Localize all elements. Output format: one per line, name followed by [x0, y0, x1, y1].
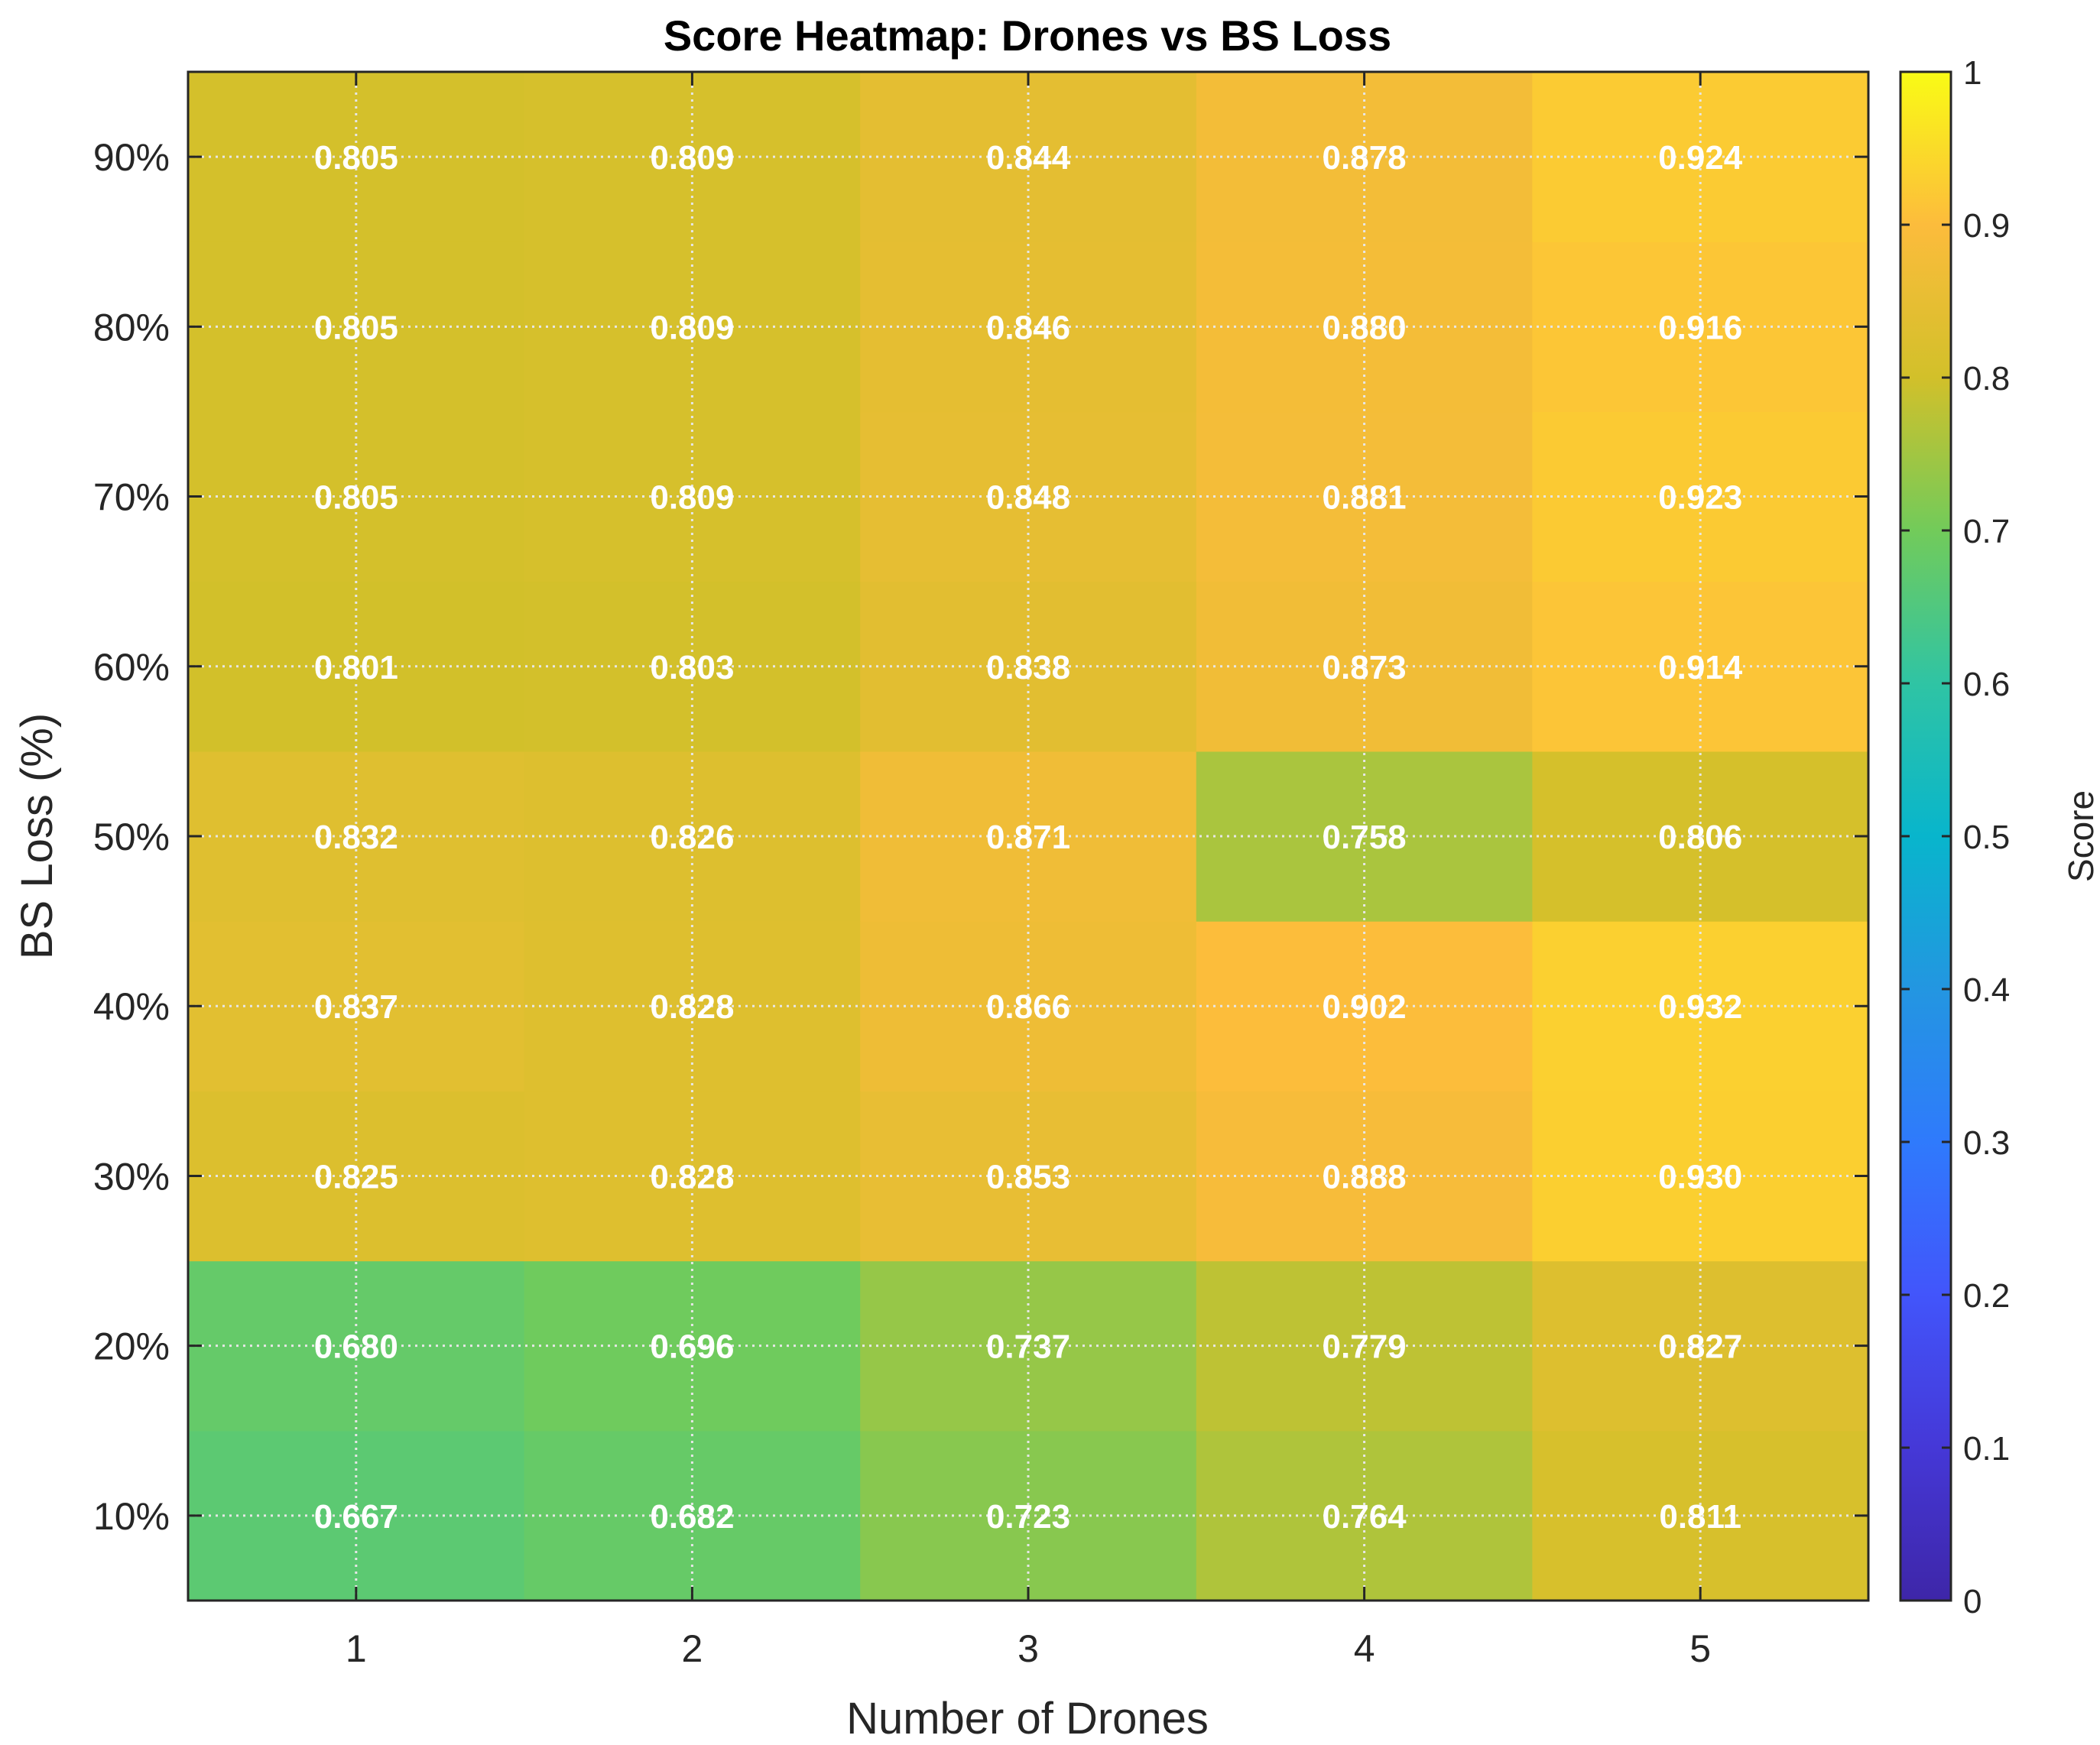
cell-value-label: 0.866 — [986, 988, 1070, 1026]
cell-value-label: 0.696 — [650, 1328, 734, 1366]
cell-value-label: 0.832 — [314, 819, 398, 856]
y-tick-label: 60% — [93, 646, 170, 689]
cell-value-label: 0.871 — [986, 819, 1070, 856]
cell-value-label: 0.902 — [1323, 988, 1407, 1026]
cell-value-label: 0.801 — [314, 649, 398, 686]
cell-value-label: 0.809 — [650, 139, 734, 177]
colorbar-ticks: 0 0.1 0.2 0.3 0.4 0.5 0.6 0.7 0.8 0.9 1 — [1900, 54, 2010, 1620]
y-tick-label: 90% — [93, 136, 170, 179]
cell-value-labels: 0.667 0.682 0.723 0.764 0.811 0.680 0.696 0.737… — [314, 139, 1743, 1536]
cell-value-label: 0.805 — [314, 139, 398, 177]
cell-value-label: 0.916 — [1658, 309, 1742, 346]
colorbar-tick-label: 0 — [1963, 1583, 1982, 1620]
cell-value-label: 0.723 — [986, 1498, 1070, 1536]
cell-value-label: 0.837 — [314, 988, 398, 1026]
cell-value-label: 0.809 — [650, 309, 734, 346]
cell-value-label: 0.844 — [986, 139, 1071, 177]
cell-value-label: 0.758 — [1323, 819, 1407, 856]
cell-value-label: 0.878 — [1323, 139, 1407, 177]
cell-value-label: 0.667 — [314, 1498, 398, 1536]
y-tick-label: 20% — [93, 1325, 170, 1368]
cell-value-label: 0.805 — [314, 309, 398, 346]
cell-value-label: 0.932 — [1658, 988, 1742, 1026]
colorbar-tick-label: 0.3 — [1963, 1124, 2010, 1162]
cell-value-label: 0.680 — [314, 1328, 398, 1366]
y-tick-labels: 10% 20% 30% 40% 50% 60% 70% 80% 90% — [93, 136, 170, 1538]
chart-title: Score Heatmap: Drones vs BS Loss — [664, 11, 1391, 60]
cell-value-label: 0.806 — [1658, 819, 1742, 856]
y-tick-label: 40% — [93, 985, 170, 1028]
colorbar-tick-label: 0.6 — [1963, 666, 2010, 703]
cell-value-label: 0.682 — [650, 1498, 734, 1536]
y-tick-label: 50% — [93, 816, 170, 858]
cell-value-label: 0.803 — [650, 649, 734, 686]
cell-value-label: 0.811 — [1659, 1498, 1741, 1536]
x-tick-label: 2 — [681, 1627, 703, 1670]
cell-value-label: 0.809 — [650, 479, 734, 517]
colorbar-tick-label: 0.8 — [1963, 360, 2010, 397]
y-axis-label: BS Loss (%) — [12, 713, 62, 959]
cell-value-label: 0.930 — [1658, 1158, 1742, 1195]
cell-value-label: 0.848 — [986, 479, 1070, 517]
y-tick-label: 30% — [93, 1155, 170, 1198]
cell-value-label: 0.888 — [1323, 1158, 1407, 1195]
cell-value-label: 0.881 — [1323, 479, 1407, 517]
x-axis-label: Number of Drones — [846, 1694, 1209, 1743]
colorbar-tick-label: 0.5 — [1963, 819, 2010, 856]
cell-value-label: 0.873 — [1323, 649, 1407, 686]
cell-value-label: 0.914 — [1658, 649, 1743, 686]
cell-value-label: 0.826 — [650, 819, 734, 856]
cell-value-label: 0.923 — [1658, 479, 1742, 517]
y-tick-label: 10% — [93, 1495, 170, 1538]
axis-ticks — [188, 72, 1868, 1601]
cell-value-label: 0.828 — [650, 1158, 734, 1195]
cell-value-label: 0.853 — [986, 1158, 1070, 1195]
cell-value-label: 0.825 — [314, 1158, 398, 1195]
cell-value-label: 0.805 — [314, 479, 398, 517]
cell-value-label: 0.838 — [986, 649, 1070, 686]
x-tick-labels: 1 2 3 4 5 — [346, 1627, 1711, 1670]
colorbar-label: Score — [2061, 790, 2100, 882]
cell-value-label: 0.779 — [1323, 1328, 1407, 1366]
colorbar-tick-label: 0.7 — [1963, 513, 2010, 550]
colorbar-tick-label: 0.2 — [1963, 1277, 2010, 1315]
x-tick-label: 5 — [1689, 1627, 1711, 1670]
y-tick-label: 80% — [93, 306, 170, 349]
cell-value-label: 0.827 — [1658, 1328, 1742, 1366]
colorbar-tick-label: 0.4 — [1963, 971, 2010, 1009]
colorbar-tick-label: 0.9 — [1963, 207, 2010, 245]
x-tick-label: 1 — [346, 1627, 367, 1670]
grid-lines — [188, 72, 1868, 1601]
cell-value-label: 0.846 — [986, 309, 1070, 346]
colorbar-tick-label: 0.1 — [1963, 1430, 2010, 1468]
x-tick-label: 4 — [1354, 1627, 1375, 1670]
cell-value-label: 0.924 — [1658, 139, 1743, 177]
cell-value-label: 0.828 — [650, 988, 734, 1026]
cell-value-label: 0.737 — [986, 1328, 1070, 1366]
cell-value-label: 0.764 — [1323, 1498, 1407, 1536]
colorbar-tick-label: 1 — [1963, 54, 1982, 92]
cell-value-label: 0.880 — [1323, 309, 1407, 346]
x-tick-label: 3 — [1018, 1627, 1039, 1670]
y-tick-label: 70% — [93, 476, 170, 519]
